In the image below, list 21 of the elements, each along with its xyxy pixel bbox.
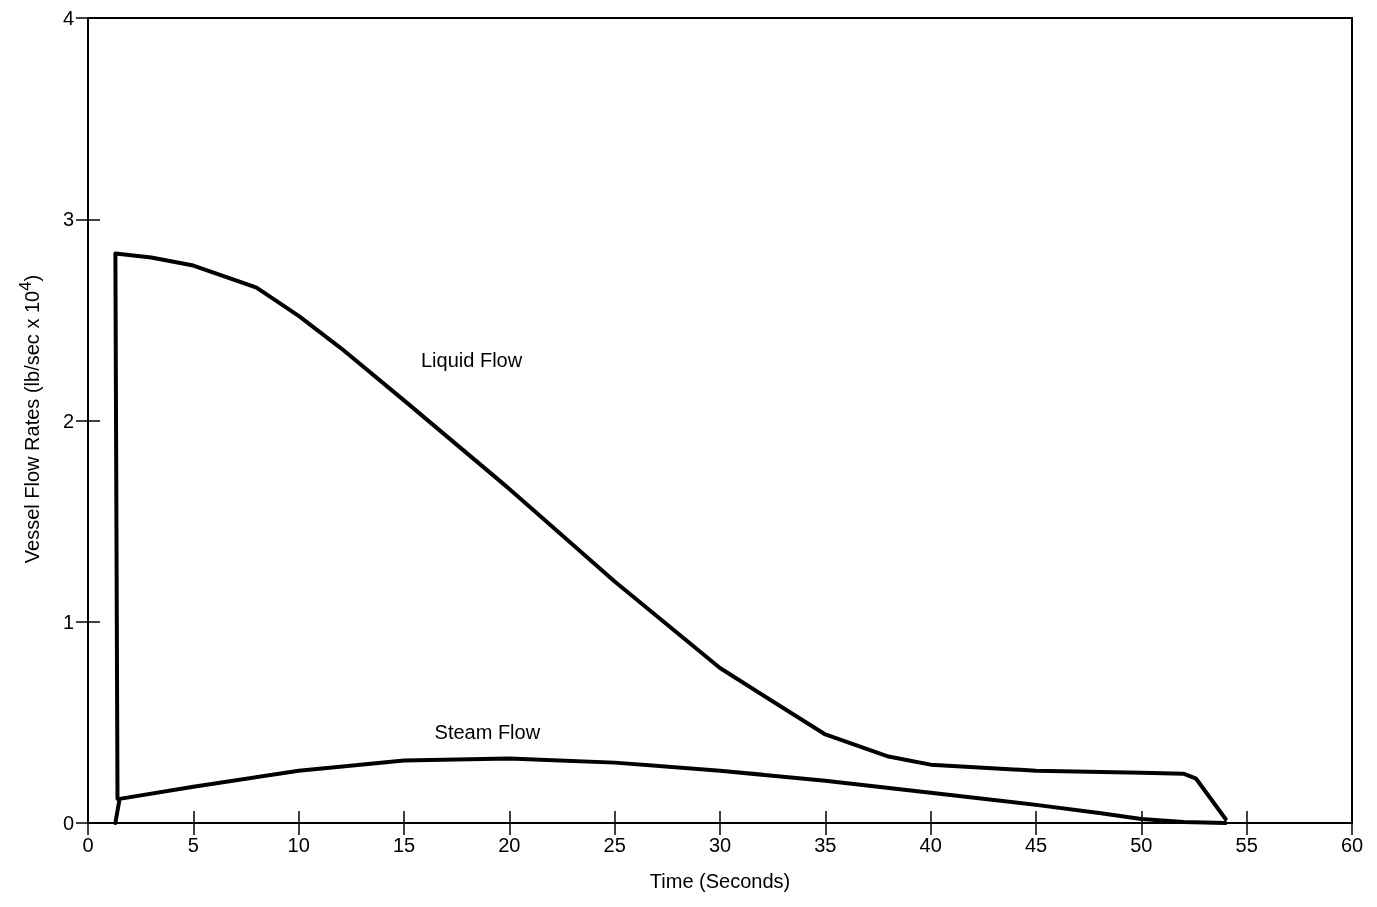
y-tick-label: 0 [62, 812, 74, 834]
x-tick-label: 20 [498, 834, 521, 856]
x-tick-label: 25 [603, 834, 626, 856]
x-tick-label: 0 [82, 834, 94, 856]
x-tick-label: 35 [814, 834, 837, 856]
x-tick-label: 50 [1130, 834, 1153, 856]
x-tick-label: 40 [919, 834, 942, 856]
y-tick-label: 1 [62, 610, 74, 633]
x-tick-label: 5 [187, 834, 199, 856]
y-tick-label: 3 [62, 208, 74, 231]
x-tick-label: 45 [1024, 834, 1048, 856]
x-tick-label: 10 [287, 834, 310, 856]
x-tick-label: 30 [708, 834, 732, 856]
series-label: Steam Flow [434, 720, 541, 743]
x-tick-label: 55 [1235, 834, 1258, 856]
series-label: Liquid Flow [421, 349, 523, 372]
x-axis-title: Time (Seconds) [649, 870, 791, 892]
y-tick-label: 2 [62, 409, 74, 432]
x-tick-label: 15 [392, 834, 416, 856]
x-tick-label: 60 [1340, 834, 1364, 856]
y-tick-label: 4 [62, 7, 74, 29]
